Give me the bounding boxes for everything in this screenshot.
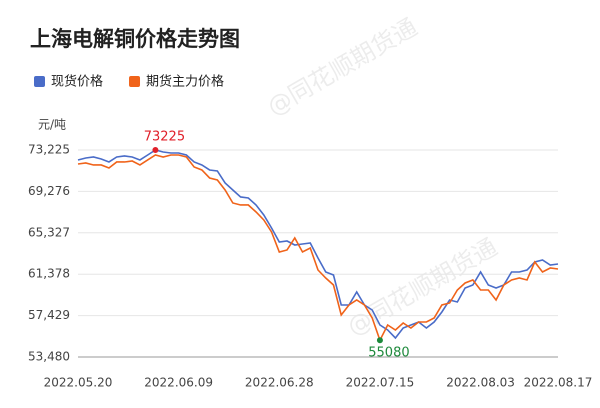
x-tick-label: 2022.05.20 <box>44 376 113 390</box>
y-tick-label: 65,327 <box>28 225 70 239</box>
data-label: 73225 <box>144 130 185 145</box>
y-tick-label: 53,480 <box>28 350 70 364</box>
watermark: @同花顺期货通 <box>263 13 422 121</box>
y-tick-label: 73,225 <box>28 143 70 157</box>
x-tick-label: 2022.08.03 <box>446 376 515 390</box>
y-tick-label: 57,429 <box>28 308 70 322</box>
chart-title: 上海电解铜价格走势图 <box>30 27 240 51</box>
y-tick-label: 61,378 <box>28 267 70 281</box>
x-tick-label: 2022.06.28 <box>245 376 314 390</box>
highlight-point <box>152 147 159 153</box>
x-tick-label: 2022.07.15 <box>346 376 415 390</box>
x-tick-label: 2022.06.09 <box>144 376 213 390</box>
x-tick-label: 2022.08.17 <box>524 376 593 390</box>
y-unit: 元/吨 <box>38 118 66 132</box>
legend-swatch <box>34 76 45 87</box>
legend-swatch <box>129 76 141 87</box>
legend-label: 现货价格 <box>51 74 103 90</box>
y-tick-label: 69,276 <box>28 184 70 198</box>
series-line <box>77 154 559 343</box>
data-label: 55080 <box>368 346 409 361</box>
legend-label: 期货主力价格 <box>146 74 224 90</box>
highlight-point <box>376 337 383 344</box>
